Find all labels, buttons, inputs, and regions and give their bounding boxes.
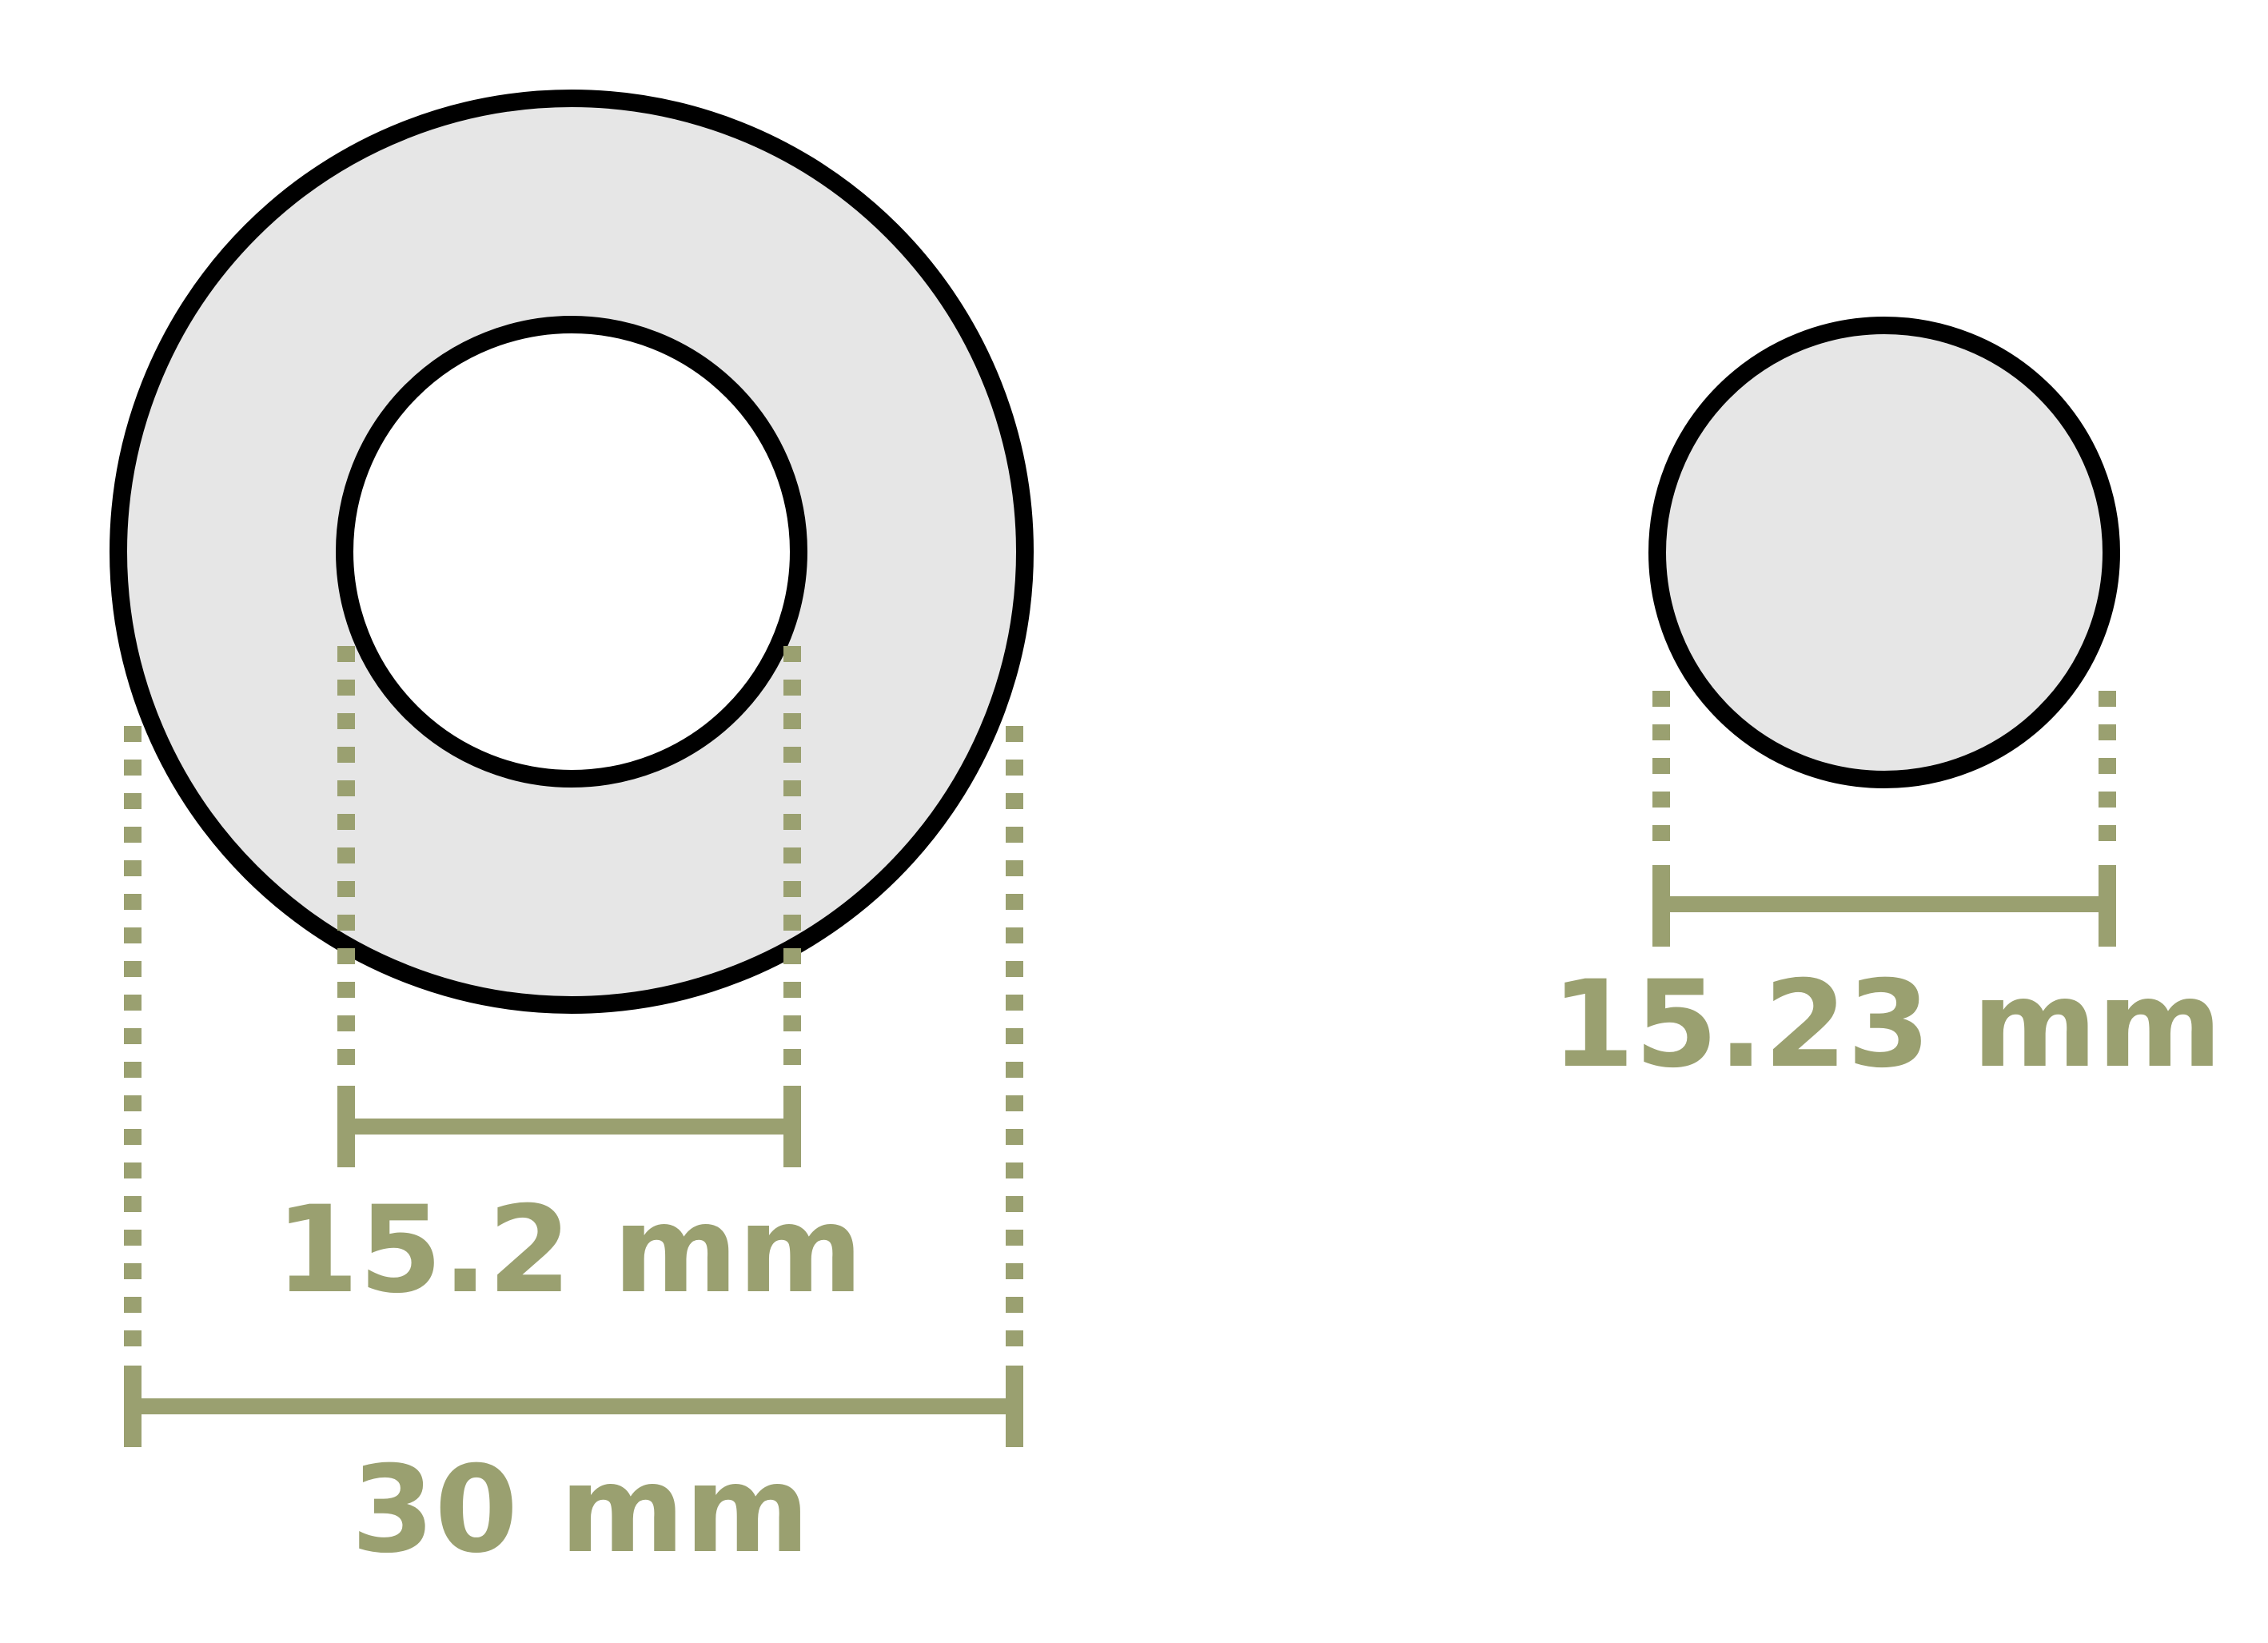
inner-diameter-dimension: 15.2 mm [276,646,863,1320]
disc [1648,317,2120,788]
disc-diameter-label: 15.23 mm [1551,955,2222,1095]
washer-hole [336,316,807,788]
disc-diameter-dimension: 15.23 mm [1551,691,2222,1095]
inner-diameter-label: 15.2 mm [276,1181,863,1320]
disc-body [1648,317,2120,788]
outer-diameter-label: 30 mm [351,1441,810,1580]
outer-diameter-dimension: 30 mm [124,726,1023,1580]
washer [110,90,1034,1014]
